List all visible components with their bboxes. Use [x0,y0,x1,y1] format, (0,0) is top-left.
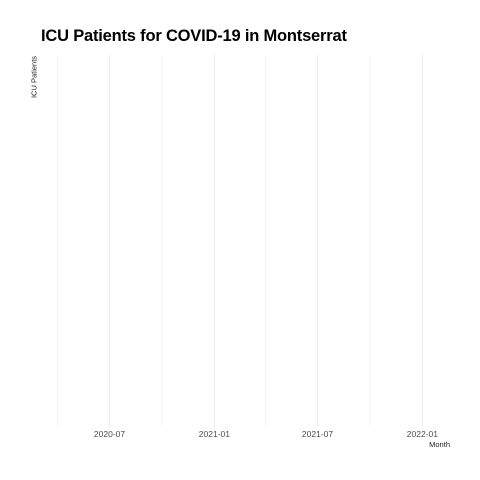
x-axis-label: Month [429,440,450,449]
x-tick-label: 2021-07 [302,429,333,439]
chart-title: ICU Patients for COVID-19 in Montserrat [41,27,347,45]
gridlines [57,55,423,427]
x-tick-label: 2020-07 [94,429,125,439]
x-tick-label: 2021-01 [199,429,230,439]
x-tick-labels: 2020-07 2021-01 2021-07 2022-01 [94,429,438,439]
x-tick-label: 2022-01 [407,429,438,439]
